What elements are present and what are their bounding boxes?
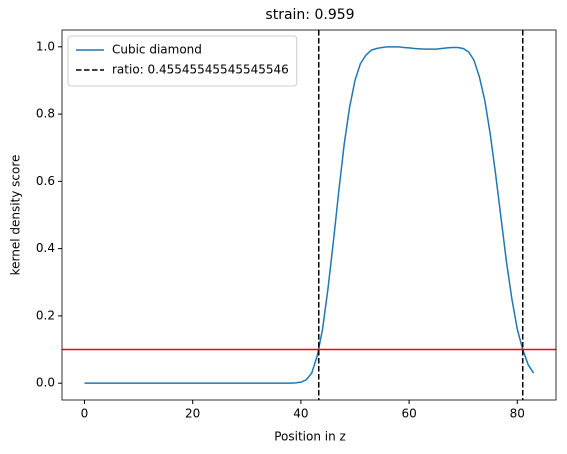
y-tick-label: 0.0 — [36, 376, 55, 390]
y-axis-label: kernel density score — [9, 155, 23, 276]
x-tick-label: 60 — [401, 407, 416, 421]
chart-title: strain: 0.959 — [265, 7, 354, 23]
x-tick-label: 20 — [185, 407, 200, 421]
legend-box — [67, 35, 298, 87]
y-tick-label: 0.6 — [36, 174, 55, 188]
y-tick-label: 0.2 — [36, 308, 55, 322]
x-tick-label: 80 — [510, 407, 525, 421]
data-line — [84, 46, 535, 384]
legend-label: Cubic diamond — [112, 43, 202, 57]
y-tick-label: 0.4 — [36, 241, 55, 255]
x-tick-label: 0 — [81, 407, 89, 421]
x-tick-label: 40 — [293, 407, 308, 421]
x-axis-label: Position in z — [274, 430, 346, 444]
axes-frame — [61, 29, 557, 401]
legend-label: ratio: 0.45545545545545546 — [112, 63, 289, 77]
y-tick-label: 0.8 — [36, 107, 55, 121]
y-tick-label: 1.0 — [36, 39, 55, 53]
